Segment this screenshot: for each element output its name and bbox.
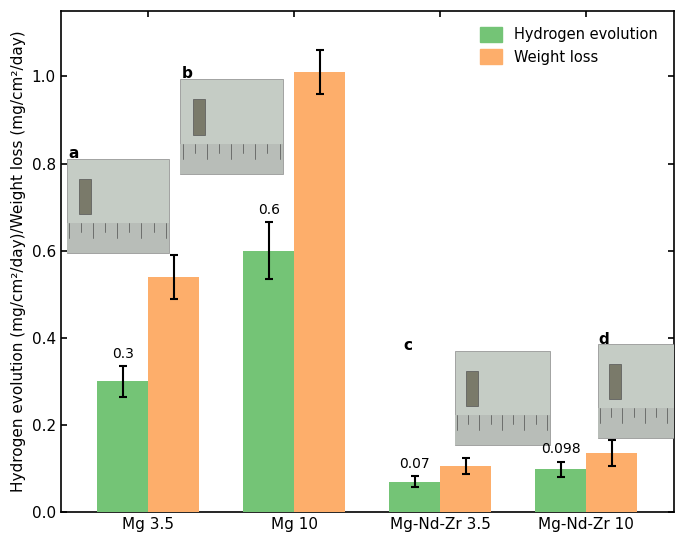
Bar [389, 482, 440, 512]
Text: 0.07: 0.07 [399, 457, 430, 471]
Bar [455, 414, 550, 445]
Bar [455, 351, 550, 445]
Legend: Hydrogen evolution, Weight loss: Hydrogen evolution, Weight loss [475, 21, 664, 71]
Bar [598, 344, 685, 438]
Bar [180, 144, 283, 174]
Bar [97, 381, 149, 512]
Text: a: a [68, 147, 79, 161]
Bar [149, 277, 199, 512]
Text: c: c [404, 338, 413, 353]
Y-axis label: Hydrogen evolution (mg/cm²/day)/Weight loss (mg/cm²/day): Hydrogen evolution (mg/cm²/day)/Weight l… [11, 31, 26, 493]
Bar [610, 364, 621, 400]
Bar [243, 251, 295, 512]
Bar [192, 99, 205, 135]
Text: 0.3: 0.3 [112, 347, 134, 361]
Bar [66, 223, 169, 253]
Bar [79, 179, 90, 214]
Text: 0.6: 0.6 [258, 203, 279, 217]
Bar [466, 371, 478, 406]
Text: d: d [598, 332, 609, 346]
Bar [598, 408, 685, 438]
Bar [535, 469, 586, 512]
Text: b: b [182, 66, 192, 81]
Bar [295, 72, 345, 512]
Bar [66, 159, 169, 253]
Bar [180, 79, 283, 174]
Text: 0.098: 0.098 [541, 443, 581, 456]
Bar [586, 453, 638, 512]
Bar [440, 466, 491, 512]
